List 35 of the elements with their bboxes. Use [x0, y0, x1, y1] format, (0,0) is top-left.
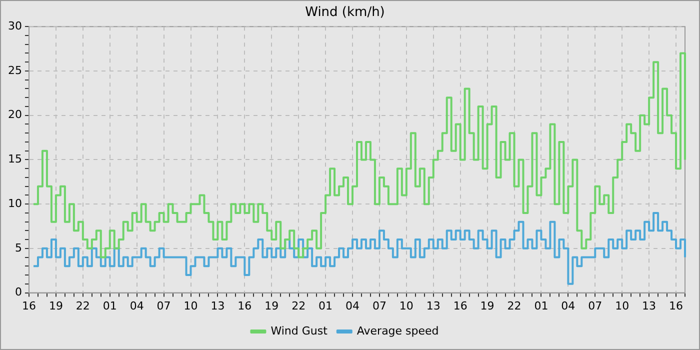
- x-tick-label: 16: [238, 299, 252, 312]
- x-tick-label: 19: [264, 299, 279, 312]
- chart-title: Wind (km/h): [305, 5, 385, 20]
- x-tick-label: 04: [561, 299, 576, 312]
- x-tick-label: 13: [210, 299, 225, 312]
- y-tick-label: 30: [8, 19, 22, 32]
- y-tick-label: 15: [8, 152, 22, 166]
- x-tick-label: 04: [130, 299, 144, 312]
- x-tick-label: 16: [453, 299, 468, 312]
- x-tick-label: 16: [22, 299, 36, 312]
- x-tick-label: 07: [372, 299, 386, 312]
- x-tick-label: 16: [669, 299, 684, 312]
- x-tick-label: 19: [480, 299, 494, 312]
- x-tick-label: 07: [156, 299, 171, 312]
- x-tick-label: 01: [102, 299, 117, 312]
- x-tick-label: 01: [534, 299, 548, 312]
- x-tick-label: 10: [399, 299, 414, 312]
- x-tick-label: 10: [184, 299, 198, 312]
- x-tick-label: 22: [76, 299, 90, 312]
- x-tick-label: 19: [48, 299, 63, 312]
- x-tick-label: 22: [292, 299, 306, 312]
- y-tick-label: 20: [8, 108, 22, 122]
- x-tick-label: 10: [615, 299, 630, 312]
- x-tick-label: 01: [318, 299, 333, 312]
- x-tick-label: 13: [642, 299, 656, 312]
- y-tick-label: 5: [14, 241, 22, 254]
- y-tick-label: 10: [8, 196, 22, 210]
- x-tick-label: 04: [346, 299, 360, 312]
- legend-label: Average speed: [356, 324, 439, 338]
- x-tick-label: 22: [507, 299, 522, 312]
- y-tick-label: 0: [14, 286, 22, 299]
- x-tick-label: 13: [426, 299, 440, 312]
- y-tick-label: 25: [8, 64, 22, 77]
- legend-label: Wind Gust: [270, 324, 328, 338]
- x-tick-label: 07: [588, 299, 602, 312]
